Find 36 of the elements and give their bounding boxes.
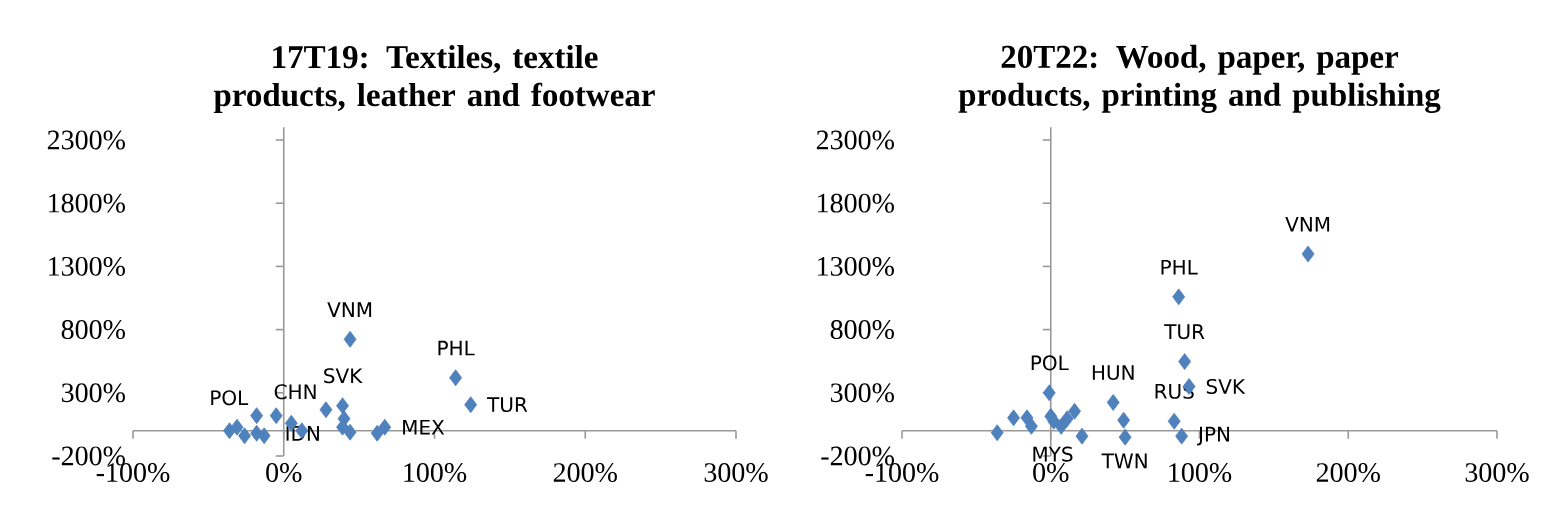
annotation: PHL (438, 340, 475, 356)
annotation: POL (1031, 355, 1069, 371)
x-tick-label: 0% (266, 463, 302, 483)
annotation: MEX (403, 419, 445, 435)
x-tick-label: 200% (553, 463, 617, 483)
annotation: CHN (274, 384, 316, 400)
annotation: HUN (1092, 365, 1134, 381)
annotation: SVK (1206, 378, 1246, 395)
y-tick-label: 300% (61, 383, 125, 403)
y-tick-label: 800% (61, 320, 125, 340)
y-tick-label: 2300% (47, 130, 125, 150)
y-tick-label: 300% (830, 383, 894, 403)
annotation: VNM (1285, 217, 1330, 232)
annotation: TUR (487, 397, 528, 413)
y-tick-label: 1800% (818, 193, 894, 213)
annotation: VNM (327, 302, 372, 317)
annotation: MYS (1033, 446, 1073, 462)
annotation: TWN (1101, 453, 1147, 469)
annotation: SVK (324, 368, 363, 384)
chart-title: 20T22: Wood, paper, paper products, printing and publishing (958, 44, 1441, 113)
y-tick-label: 1800% (49, 193, 125, 213)
y-tick-label: 1300% (818, 256, 894, 276)
x-tick-label: 0% (1033, 463, 1069, 483)
y-tick-label: 800% (830, 320, 894, 340)
annotation: JPN (1197, 426, 1230, 446)
chart-title: 17T19: Textiles, textile products, leather and footwear (213, 45, 655, 113)
y-tick-label: 1300% (49, 256, 125, 276)
x-tick-label: 300% (1465, 463, 1529, 483)
x-tick-label: 300% (704, 463, 768, 483)
annotation: POL (211, 390, 249, 406)
annotation: PHL (1161, 259, 1198, 275)
y-tick-label: 2300% (816, 130, 894, 150)
x-tick-label: 100% (404, 463, 467, 483)
x-tick-label: 100% (1169, 463, 1232, 483)
annotation: TUR (1164, 324, 1205, 340)
x-tick-label: 200% (1316, 463, 1380, 483)
